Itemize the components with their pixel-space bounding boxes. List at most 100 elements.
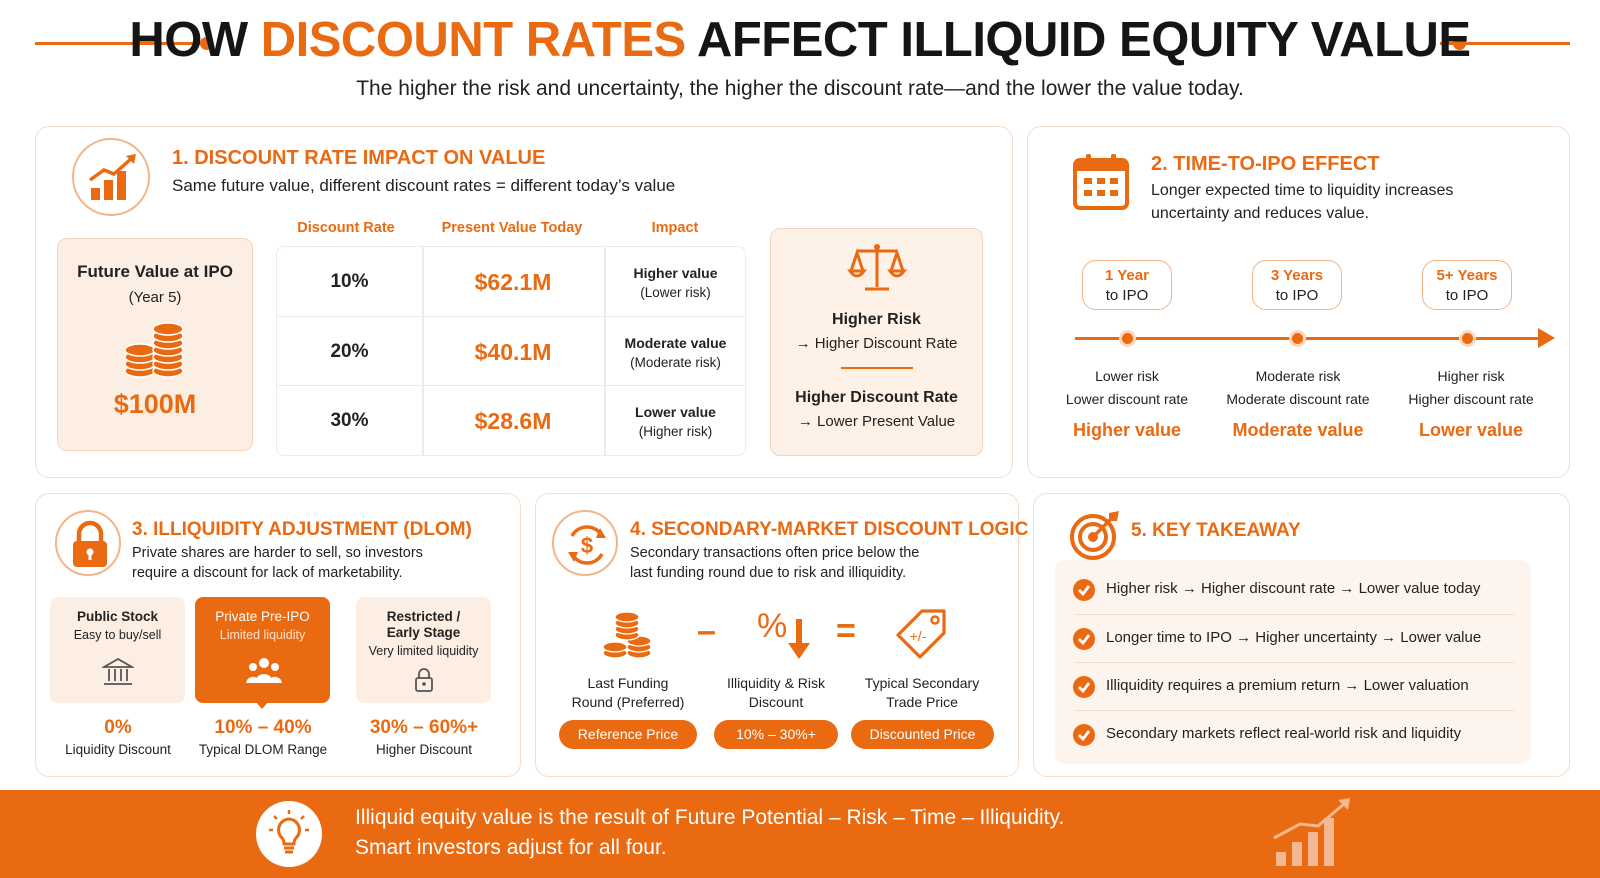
timeline-outcome-3: Higher risk Higher discount rate Lower val… bbox=[1408, 368, 1534, 440]
coins-icon bbox=[601, 607, 659, 661]
present-value: $28.6M bbox=[474, 407, 552, 434]
dlom-value-private: 10% – 40% Typical DLOM Range bbox=[198, 717, 328, 757]
target-icon bbox=[1067, 507, 1123, 563]
timeline-label-3-years: 3 Years to IPO bbox=[1252, 260, 1342, 310]
label-illiquidity-discount: Illiquidity & Risk Discount bbox=[726, 675, 826, 710]
minus-operator: – bbox=[697, 612, 716, 650]
list-item: Illiquidity requires a premium return → … bbox=[1055, 662, 1531, 710]
lightbulb-icon bbox=[256, 801, 322, 867]
page-title: HOW DISCOUNT RATES AFFECT ILLIQUID EQUIT… bbox=[129, 13, 1471, 67]
check-icon bbox=[1073, 676, 1095, 698]
rising-bars-icon bbox=[1270, 796, 1360, 868]
list-item: Higher risk → Higher discount rate → Low… bbox=[1055, 565, 1531, 613]
dollar-cycle-icon: $ bbox=[552, 510, 618, 576]
page-subtitle: The higher the risk and uncertainty, the… bbox=[356, 77, 1244, 100]
panel2-desc-line2: uncertainty and reduces value. bbox=[1151, 205, 1369, 222]
column-header-impact: Impact bbox=[651, 220, 699, 236]
risk-line-3: Higher Discount Rate bbox=[795, 389, 958, 406]
pill-discounted-price: Discounted Price bbox=[851, 720, 994, 749]
header-dot-right bbox=[1453, 37, 1466, 50]
panel3-title: 3. ILLIQUIDITY ADJUSTMENT (DLOM) bbox=[132, 519, 472, 540]
header-line-left bbox=[35, 42, 205, 45]
coin-stack-icon bbox=[120, 319, 190, 379]
risk-line-1: Higher Risk bbox=[832, 311, 921, 328]
people-group-icon bbox=[245, 655, 283, 687]
timeline-outcome-2: Moderate risk Moderate discount rate Moder… bbox=[1226, 368, 1370, 440]
risk-line-4: → Lower Present Value bbox=[797, 413, 956, 430]
risk-summary-card: Higher Risk → Higher Discount Rate Highe… bbox=[770, 228, 983, 456]
svg-text:$: $ bbox=[581, 533, 593, 558]
check-icon bbox=[1073, 724, 1095, 746]
present-value: $40.1M bbox=[474, 338, 552, 365]
footer-line-1: Illiquid equity value is the result of F… bbox=[355, 806, 1065, 829]
dlom-value-public: 0% Liquidity Discount bbox=[65, 717, 171, 757]
header-line-right bbox=[1440, 42, 1570, 45]
timeline-outcome-1: Lower risk Lower discount rate Higher valu… bbox=[1065, 368, 1189, 440]
column-header-discount-rate: Discount Rate bbox=[297, 220, 395, 236]
future-value-label: Future Value at IPO bbox=[77, 262, 233, 281]
price-tag-icon: +/- bbox=[894, 605, 950, 661]
timeline-axis bbox=[1075, 337, 1545, 340]
table-row: 20% $40.1M Moderate value (Moderate risk) bbox=[277, 316, 745, 386]
panel3-desc-line2: require a discount for lack of marketabi… bbox=[132, 565, 403, 581]
impact-risk: (Moderate risk) bbox=[630, 354, 721, 370]
padlock-icon bbox=[55, 510, 121, 576]
panel4-desc-line2: last funding round due to risk and illiq… bbox=[630, 565, 907, 581]
dlom-value-restricted: 30% – 60%+ Higher Discount bbox=[369, 717, 479, 757]
panel5-title: 5. KEY TAKEAWAY bbox=[1131, 520, 1301, 541]
footer-line-2: Smart investors adjust for all four. bbox=[355, 836, 667, 859]
future-value-year: (Year 5) bbox=[128, 289, 182, 306]
timeline-label-5-years: 5+ Years to IPO bbox=[1422, 260, 1512, 310]
percent-down-icon: % bbox=[755, 605, 817, 663]
panel2-title: 2. TIME-TO-IPO EFFECT bbox=[1151, 153, 1380, 175]
timeline-arrow-icon bbox=[1538, 328, 1555, 348]
dlom-card-public-stock: Public Stock Easy to buy/sell bbox=[50, 597, 185, 703]
check-icon bbox=[1073, 628, 1095, 650]
header-dot-left bbox=[200, 37, 213, 50]
selected-pointer-icon bbox=[255, 701, 269, 709]
small-lock-icon bbox=[412, 667, 436, 693]
present-value: $62.1M bbox=[474, 268, 552, 295]
impact-label: Lower value bbox=[635, 403, 716, 420]
bank-building-icon bbox=[100, 657, 136, 687]
timeline-label-1-year: 1 Year to IPO bbox=[1082, 260, 1172, 310]
svg-text:+/-: +/- bbox=[910, 628, 927, 644]
list-item: Longer time to IPO → Higher uncertainty … bbox=[1055, 614, 1531, 662]
dlom-card-private-pre-ipo: Private Pre-IPO Limited liquidity bbox=[195, 597, 330, 709]
impact-label: Moderate value bbox=[624, 334, 727, 351]
label-last-funding: Last Funding Round (Preferred) bbox=[571, 675, 685, 710]
panel4-desc-line1: Secondary transactions often price below… bbox=[630, 545, 920, 561]
growth-chart-icon bbox=[72, 138, 150, 216]
future-value-card: Future Value at IPO (Year 5) $100M bbox=[57, 238, 253, 451]
risk-divider bbox=[841, 367, 913, 369]
column-header-present-value: Present Value Today bbox=[441, 220, 583, 236]
panel2-desc-line1: Longer expected time to liquidity increa… bbox=[1151, 182, 1454, 199]
label-secondary-trade: Typical Secondary Trade Price bbox=[864, 675, 980, 710]
pill-discount-range: 10% – 30%+ bbox=[714, 720, 838, 749]
panel4-title: 4. SECONDARY-MARKET DISCOUNT LOGIC bbox=[630, 519, 1029, 540]
impact-risk: (Lower risk) bbox=[640, 284, 711, 300]
risk-line-2: → Higher Discount Rate bbox=[795, 335, 958, 352]
rate-value: 20% bbox=[330, 341, 369, 362]
future-value-amount: $100M bbox=[113, 389, 197, 419]
impact-risk: (Higher risk) bbox=[638, 423, 713, 439]
rate-value: 10% bbox=[330, 271, 369, 292]
panel1-title: 1. DISCOUNT RATE IMPACT ON VALUE bbox=[172, 147, 546, 169]
panel1-description: Same future value, different discount ra… bbox=[172, 176, 676, 195]
table-row: 10% $62.1M Higher value (Lower risk) bbox=[277, 247, 745, 317]
dlom-card-restricted: Restricted / Early Stage Very limited li… bbox=[356, 597, 491, 703]
rate-value: 30% bbox=[330, 410, 369, 431]
panel3-desc-line1: Private shares are harder to sell, so in… bbox=[132, 545, 423, 561]
balance-scale-icon bbox=[847, 239, 907, 295]
table-row: 30% $28.6M Lower value (Higher risk) bbox=[277, 385, 745, 455]
svg-text:%: % bbox=[757, 607, 787, 645]
discount-rate-table: 10% $62.1M Higher value (Lower risk) 20% … bbox=[276, 246, 746, 456]
timeline-point-3 bbox=[1459, 330, 1476, 347]
impact-label: Higher value bbox=[633, 264, 718, 281]
list-item: Secondary markets reflect real-world ris… bbox=[1055, 710, 1531, 758]
timeline-point-1 bbox=[1119, 330, 1136, 347]
calendar-icon bbox=[1071, 152, 1131, 212]
pill-reference-price: Reference Price bbox=[559, 720, 697, 749]
equals-operator: = bbox=[836, 612, 856, 650]
check-icon bbox=[1073, 579, 1095, 601]
